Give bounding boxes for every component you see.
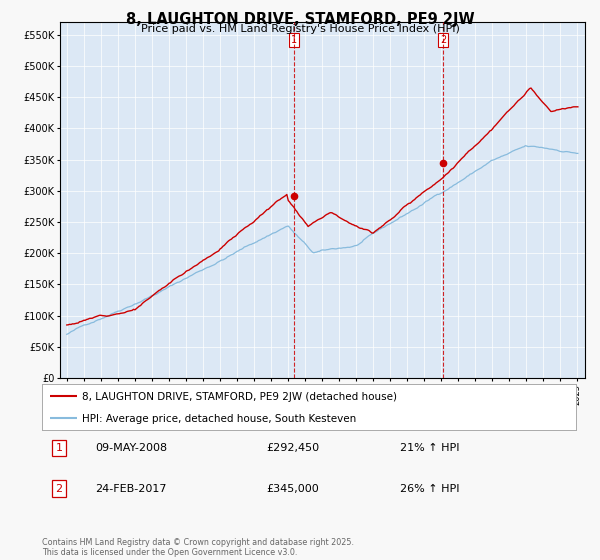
- Text: £345,000: £345,000: [266, 484, 319, 493]
- Text: HPI: Average price, detached house, South Kesteven: HPI: Average price, detached house, Sout…: [82, 414, 356, 424]
- Text: £292,450: £292,450: [266, 443, 319, 453]
- Text: Price paid vs. HM Land Registry's House Price Index (HPI): Price paid vs. HM Land Registry's House …: [140, 24, 460, 34]
- Text: 1: 1: [291, 35, 297, 45]
- Text: 2: 2: [55, 484, 62, 493]
- Text: 8, LAUGHTON DRIVE, STAMFORD, PE9 2JW: 8, LAUGHTON DRIVE, STAMFORD, PE9 2JW: [125, 12, 475, 27]
- Text: 09-MAY-2008: 09-MAY-2008: [95, 443, 167, 453]
- Text: 26% ↑ HPI: 26% ↑ HPI: [400, 484, 459, 493]
- Text: Contains HM Land Registry data © Crown copyright and database right 2025.
This d: Contains HM Land Registry data © Crown c…: [42, 538, 354, 557]
- Text: 8, LAUGHTON DRIVE, STAMFORD, PE9 2JW (detached house): 8, LAUGHTON DRIVE, STAMFORD, PE9 2JW (de…: [82, 392, 397, 402]
- Text: 24-FEB-2017: 24-FEB-2017: [95, 484, 167, 493]
- Text: 2: 2: [440, 35, 446, 45]
- Text: 21% ↑ HPI: 21% ↑ HPI: [400, 443, 459, 453]
- Text: 1: 1: [55, 443, 62, 453]
